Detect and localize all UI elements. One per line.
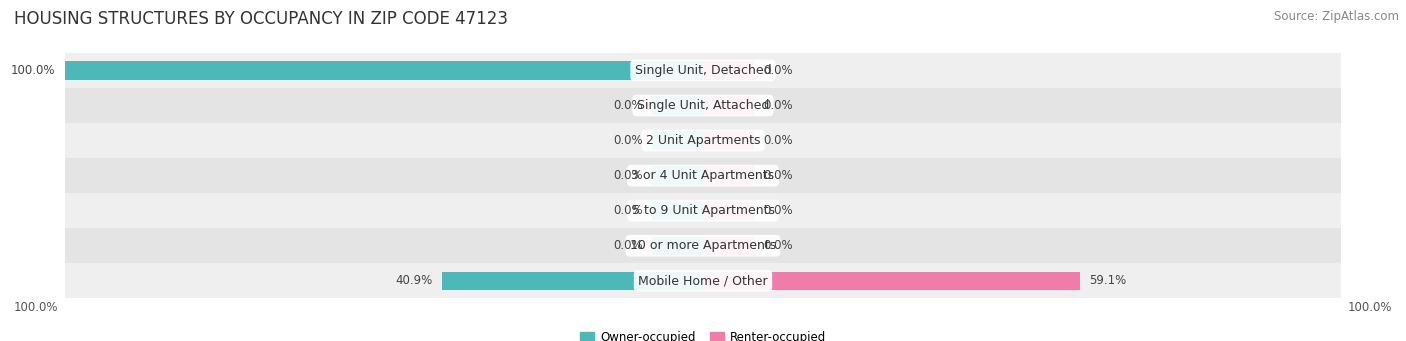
Text: 59.1%: 59.1% <box>1090 274 1126 287</box>
Bar <box>652 237 703 255</box>
Bar <box>65 158 1341 193</box>
Bar <box>652 202 703 220</box>
Text: 0.0%: 0.0% <box>763 64 793 77</box>
Bar <box>652 166 703 185</box>
Text: 10 or more Apartments: 10 or more Apartments <box>630 239 776 252</box>
Text: 0.0%: 0.0% <box>613 204 643 217</box>
Text: 0.0%: 0.0% <box>763 239 793 252</box>
Text: 0.0%: 0.0% <box>613 134 643 147</box>
Bar <box>703 166 754 185</box>
Bar <box>441 272 703 290</box>
Bar <box>65 263 1341 298</box>
Bar <box>703 61 754 79</box>
Text: 0.0%: 0.0% <box>763 169 793 182</box>
Text: 0.0%: 0.0% <box>763 134 793 147</box>
Bar <box>703 202 754 220</box>
Text: 0.0%: 0.0% <box>613 239 643 252</box>
Text: 0.0%: 0.0% <box>763 99 793 112</box>
Text: Single Unit, Attached: Single Unit, Attached <box>637 99 769 112</box>
Bar <box>703 97 754 115</box>
Text: 100.0%: 100.0% <box>1347 301 1392 314</box>
Legend: Owner-occupied, Renter-occupied: Owner-occupied, Renter-occupied <box>575 326 831 341</box>
Bar <box>65 228 1341 263</box>
Text: 40.9%: 40.9% <box>395 274 433 287</box>
Bar <box>703 237 754 255</box>
Text: 100.0%: 100.0% <box>11 64 55 77</box>
Bar <box>65 53 1341 88</box>
Text: Source: ZipAtlas.com: Source: ZipAtlas.com <box>1274 10 1399 23</box>
Text: Single Unit, Detached: Single Unit, Detached <box>634 64 772 77</box>
Text: 100.0%: 100.0% <box>14 301 59 314</box>
Bar <box>65 61 703 79</box>
Bar <box>65 88 1341 123</box>
Text: 0.0%: 0.0% <box>613 169 643 182</box>
Bar <box>652 131 703 150</box>
Bar <box>703 272 1080 290</box>
Bar <box>65 193 1341 228</box>
Text: HOUSING STRUCTURES BY OCCUPANCY IN ZIP CODE 47123: HOUSING STRUCTURES BY OCCUPANCY IN ZIP C… <box>14 10 508 28</box>
Text: Mobile Home / Other: Mobile Home / Other <box>638 274 768 287</box>
Bar <box>703 131 754 150</box>
Text: 3 or 4 Unit Apartments: 3 or 4 Unit Apartments <box>631 169 775 182</box>
Bar <box>652 97 703 115</box>
Text: 5 to 9 Unit Apartments: 5 to 9 Unit Apartments <box>631 204 775 217</box>
Text: 0.0%: 0.0% <box>763 204 793 217</box>
Text: 2 Unit Apartments: 2 Unit Apartments <box>645 134 761 147</box>
Text: 0.0%: 0.0% <box>613 99 643 112</box>
Bar <box>65 123 1341 158</box>
